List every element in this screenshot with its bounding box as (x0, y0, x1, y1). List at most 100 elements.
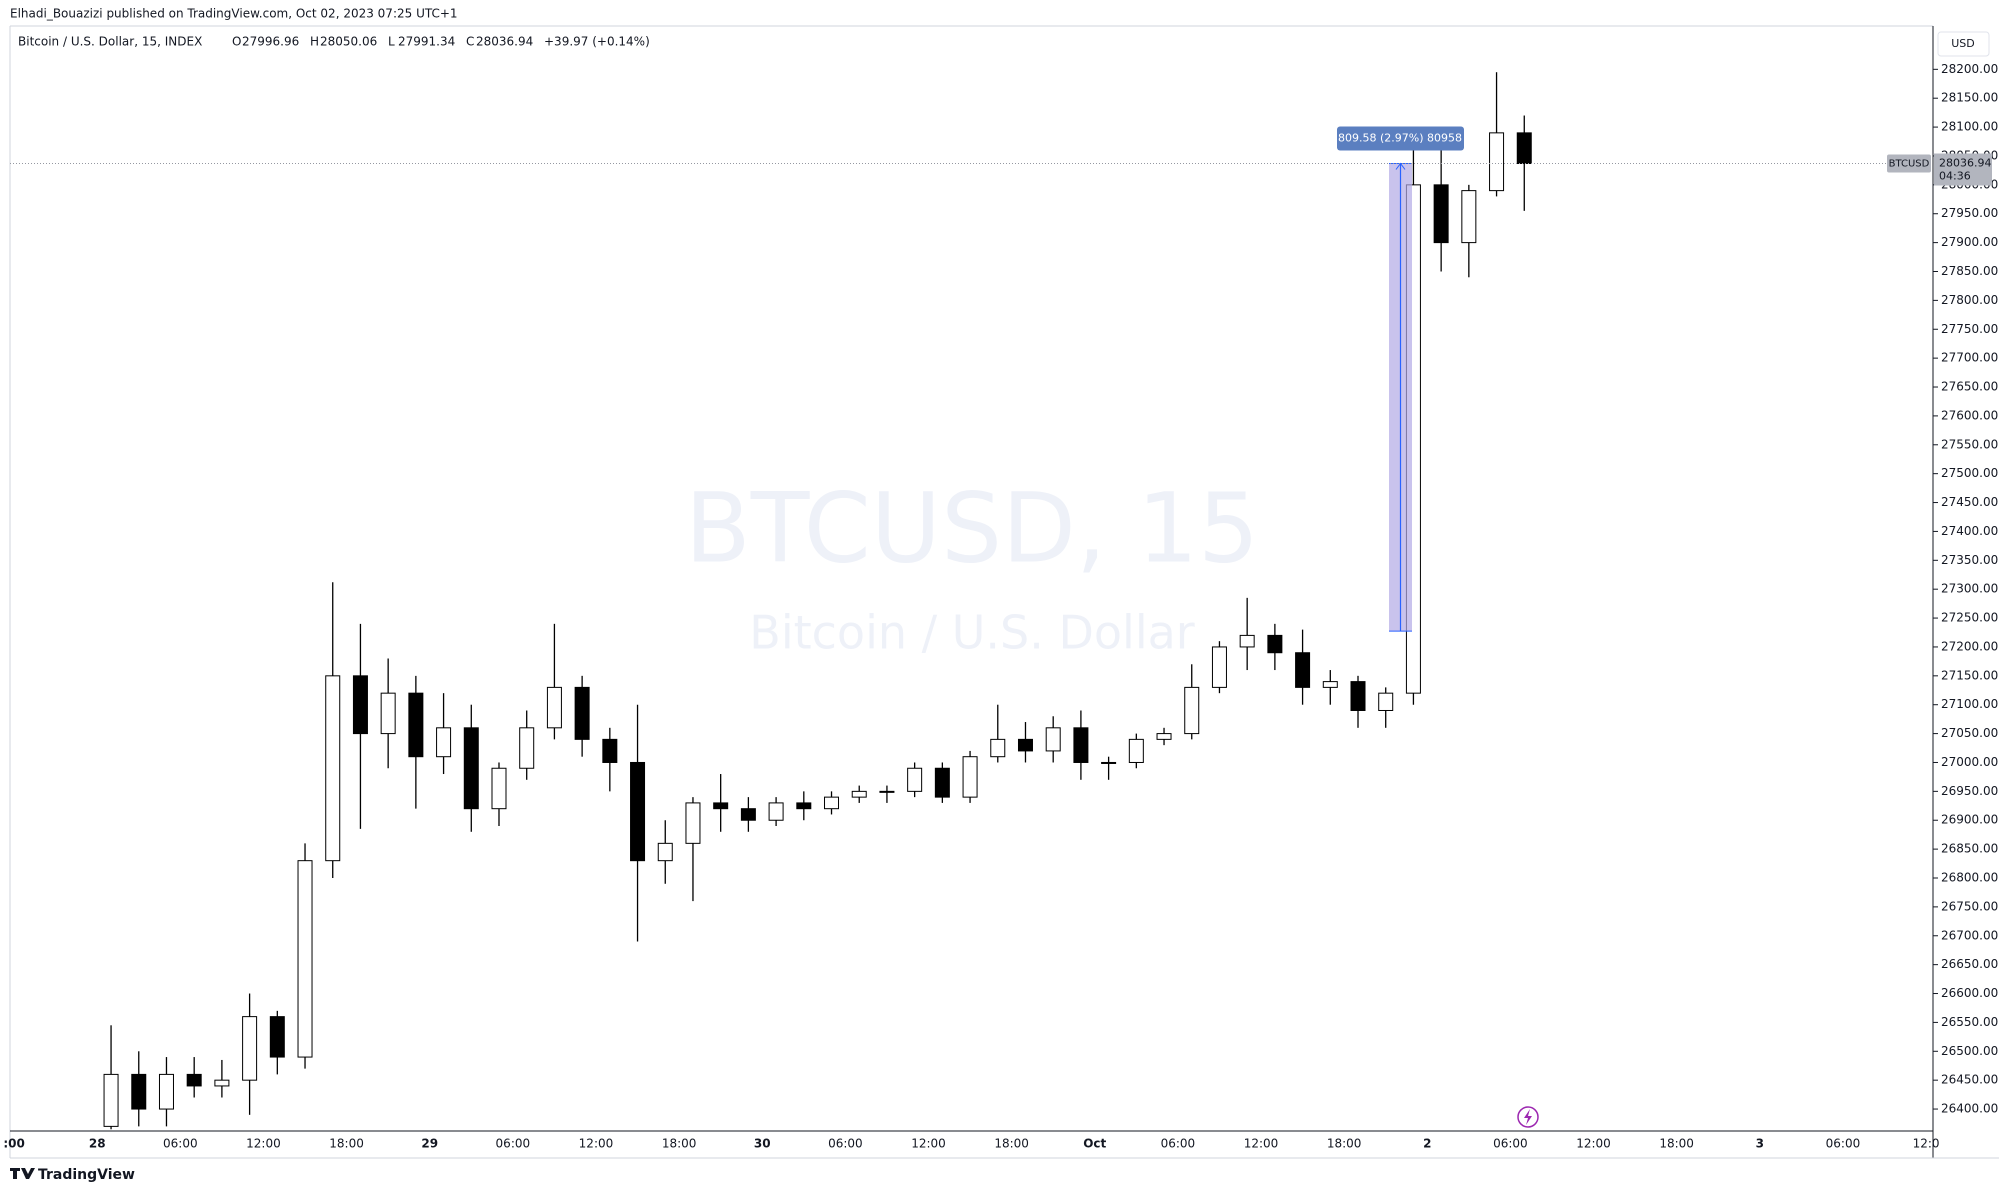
candle-body (1239, 634, 1255, 648)
candle-body (907, 767, 923, 792)
candle-body (1101, 761, 1117, 764)
y-tick-label: 27700.00 (1941, 351, 1998, 365)
y-tick-label: 27100.00 (1941, 697, 1998, 711)
x-tick-label: 12:00 (246, 1137, 281, 1151)
ohlc-key: C (466, 35, 474, 49)
ohlc-value: 28036.94 (476, 35, 533, 49)
candle-body (1184, 686, 1200, 735)
candle-body (269, 1016, 285, 1058)
y-tick-label: 27350.00 (1941, 553, 1998, 567)
x-tick-label: 2 (1423, 1137, 1431, 1151)
candle-body (713, 802, 729, 810)
y-tick-label: 27250.00 (1941, 611, 1998, 625)
x-tick-label: 29 (421, 1137, 438, 1151)
x-tick-label: 30 (754, 1137, 771, 1151)
ohlc-key: H (310, 35, 319, 49)
candle-body (1211, 646, 1227, 688)
ohlc-header: O 27996.96 H 28050.06 L 27991.34 C 28036.94 (232, 35, 533, 49)
currency-label[interactable]: USD (1951, 37, 1975, 50)
x-tick-label: 06:00 (163, 1137, 198, 1151)
ohlc-key: L (388, 35, 395, 49)
x-tick-label: 12:0 (1913, 1137, 1940, 1151)
candle-body (1156, 733, 1172, 740)
x-tick-label: :00 (3, 1137, 25, 1151)
candle-body (934, 767, 950, 798)
candle-body (103, 1073, 119, 1127)
candle-body (630, 761, 646, 862)
watermark-subtitle: Bitcoin / U.S. Dollar (749, 606, 1195, 660)
countdown: 04:36 (1939, 170, 1971, 183)
candle-body (352, 675, 368, 735)
candle-body (1295, 652, 1311, 688)
candle-body (796, 802, 812, 810)
candle-body (851, 790, 867, 798)
candle-body (657, 842, 673, 862)
candle-body (1461, 190, 1477, 244)
ohlc-value: 27996.96 (242, 35, 299, 49)
y-tick-label: 28150.00 (1941, 91, 1998, 105)
y-tick-label: 27550.00 (1941, 437, 1998, 451)
y-tick-label: 28100.00 (1941, 120, 1998, 134)
candle-body (1489, 132, 1505, 192)
candle-body (408, 692, 424, 758)
plot-area (10, 72, 1933, 1130)
x-tick-label: Oct (1083, 1137, 1106, 1151)
y-tick-label: 28200.00 (1941, 62, 1998, 76)
candle-body (574, 686, 590, 740)
candle-body (380, 692, 396, 735)
y-tick-label: 26700.00 (1941, 928, 1998, 942)
x-tick-label: 18:00 (1659, 1137, 1694, 1151)
x-tick-label: 06:00 (496, 1137, 531, 1151)
x-tick-label: 18:00 (994, 1137, 1029, 1151)
y-tick-label: 26750.00 (1941, 899, 1998, 913)
measure-label-box (1337, 126, 1464, 151)
y-tick-label: 26800.00 (1941, 870, 1998, 884)
candle-body (768, 802, 784, 821)
measure-label: 809.58 (2.97%) 80958 (1338, 132, 1462, 145)
x-tick-label: 18:00 (662, 1137, 697, 1151)
y-tick-label: 27850.00 (1941, 264, 1998, 278)
y-tick-label: 26900.00 (1941, 813, 1998, 827)
candle-body (1128, 738, 1144, 763)
y-tick-label: 26950.00 (1941, 784, 1998, 798)
candle-body (131, 1073, 147, 1110)
candle-body (1322, 681, 1338, 688)
x-tick-label: 3 (1756, 1137, 1764, 1151)
candle-body (1433, 184, 1449, 244)
publish-line: Elhadi_Bouazizi published on TradingView… (10, 7, 458, 21)
symbol-tag: BTCUSD (1889, 159, 1930, 170)
currency-button[interactable] (1937, 31, 1990, 57)
price-tag: 28036.94 (1939, 157, 1992, 170)
y-tick-label: 27500.00 (1941, 466, 1998, 480)
candle-body (1350, 681, 1366, 711)
candle-body (1516, 132, 1532, 165)
x-tick-label: 12:00 (1244, 1137, 1279, 1151)
y-tick-label: 27650.00 (1941, 380, 1998, 394)
x-tick-label: 12:00 (1576, 1137, 1611, 1151)
y-tick-label: 27400.00 (1941, 524, 1998, 538)
candle-body (186, 1073, 202, 1087)
y-tick-label: 26600.00 (1941, 986, 1998, 1000)
y-tick-label: 27950.00 (1941, 206, 1998, 220)
y-tick-label: 27750.00 (1941, 322, 1998, 336)
watermark: BTCUSD, 15 (685, 472, 1259, 584)
footer-logo (10, 1168, 35, 1179)
candle-body (824, 796, 840, 810)
y-tick-label: 27600.00 (1941, 408, 1998, 422)
y-tick-label: 27000.00 (1941, 755, 1998, 769)
x-tick-label: 12:00 (911, 1137, 946, 1151)
candle-body (325, 675, 341, 862)
candle-body (158, 1073, 174, 1110)
candle-body (685, 802, 701, 844)
y-tick-label: 27800.00 (1941, 293, 1998, 307)
change-text: +39.97 (+0.14%) (544, 35, 650, 49)
y-tick-label: 27900.00 (1941, 235, 1998, 249)
y-tick-label: 27300.00 (1941, 582, 1998, 596)
candle-body (297, 860, 313, 1058)
candle-body (463, 727, 479, 810)
y-tick-label: 26400.00 (1941, 1102, 1998, 1116)
ohlc-value: 27991.34 (398, 35, 455, 49)
y-tick-label: 26850.00 (1941, 842, 1998, 856)
